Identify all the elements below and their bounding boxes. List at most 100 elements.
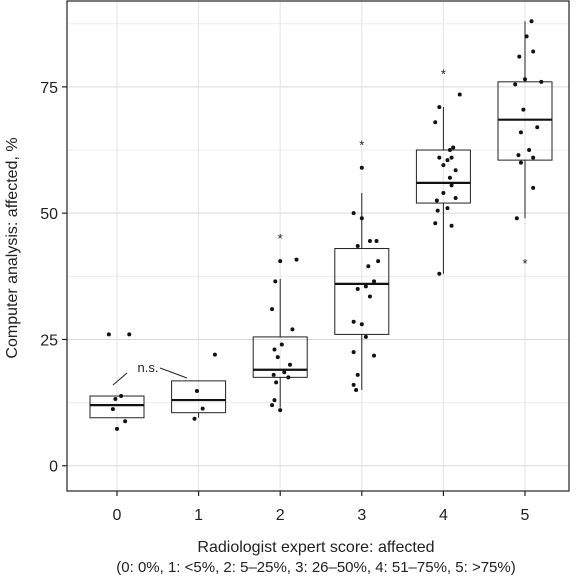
data-point: [354, 387, 359, 392]
data-point: [372, 353, 377, 358]
y-tick-label: 25: [40, 332, 58, 349]
data-point: [518, 130, 523, 135]
data-point: [374, 238, 379, 243]
data-point: [278, 259, 283, 264]
data-points: [106, 19, 544, 431]
annotation-layer: n.s.: [112, 360, 188, 386]
data-point: [517, 54, 522, 59]
y-tick-label: 75: [40, 80, 58, 97]
data-point: [531, 185, 536, 190]
data-point: [367, 238, 372, 243]
data-point: [359, 165, 364, 170]
data-point: [355, 286, 360, 291]
data-point: [447, 175, 452, 180]
data-point: [351, 382, 356, 387]
data-point: [445, 158, 450, 163]
data-point: [437, 105, 442, 110]
data-point: [457, 92, 462, 97]
data-point: [192, 416, 197, 421]
data-point: [514, 216, 519, 221]
x-tick-label: 0: [113, 507, 122, 524]
data-point: [290, 327, 295, 332]
data-point: [524, 34, 529, 39]
data-point: [113, 397, 118, 402]
box-iqr: [171, 380, 227, 414]
y-tick-label: 50: [40, 206, 58, 223]
data-point: [270, 403, 275, 408]
x-tick-label: 3: [357, 507, 366, 524]
y-axis-title: Computer analysis: affected, %: [4, 137, 21, 358]
data-point: [274, 380, 279, 385]
axis-layer: 0 25 50 75 0 1 2 3 4 5: [40, 80, 529, 524]
data-point: [359, 216, 364, 221]
data-point: [366, 264, 371, 269]
ns-line-left: [112, 372, 128, 386]
data-point: [271, 372, 276, 377]
data-point: [272, 398, 277, 403]
data-point: [279, 342, 284, 347]
data-point: [363, 334, 368, 339]
data-point: [106, 332, 111, 337]
x-tick-label: 2: [276, 507, 285, 524]
box-iqr: [89, 395, 145, 419]
x-tick-label: 5: [521, 507, 530, 524]
data-point: [447, 148, 452, 153]
data-point: [372, 279, 377, 284]
data-point: [433, 120, 438, 125]
outlier-marker: *: [441, 67, 446, 82]
data-point: [433, 221, 438, 226]
x-axis-title: Radiologist expert score: affected: [197, 539, 434, 556]
data-point: [127, 332, 132, 337]
data-point: [449, 155, 454, 160]
data-point: [359, 322, 364, 327]
data-point: [282, 370, 287, 375]
data-point: [294, 257, 299, 262]
box-iqr: [334, 248, 390, 335]
data-point: [200, 406, 205, 411]
data-point: [434, 198, 439, 203]
data-point: [531, 155, 536, 160]
data-point: [513, 82, 518, 87]
data-point: [115, 426, 119, 431]
ns-line-right: [159, 367, 188, 379]
data-point: [110, 407, 115, 412]
data-point: [363, 284, 368, 289]
data-point: [355, 244, 360, 248]
data-point: [449, 183, 454, 188]
data-point: [529, 19, 534, 24]
x-tick-label: 1: [194, 507, 203, 524]
data-point: [453, 168, 458, 173]
data-point: [194, 388, 199, 393]
ns-annotation: n.s.: [138, 360, 159, 375]
outlier-marker: *: [522, 256, 527, 271]
data-point: [351, 319, 356, 324]
data-point: [270, 307, 275, 312]
data-point: [287, 362, 292, 367]
data-point: [523, 77, 527, 82]
data-point: [437, 155, 442, 160]
data-point: [518, 160, 523, 165]
data-point: [539, 79, 544, 84]
data-point: [376, 259, 381, 264]
data-point: [445, 206, 450, 211]
data-point: [449, 223, 454, 228]
data-point: [441, 190, 446, 195]
x-axis-subtitle: (0: 0%, 1: <5%, 2: 5–25%, 3: 26–50%, 4: …: [116, 559, 515, 576]
y-tick-label: 0: [49, 459, 58, 476]
box-iqr: [252, 336, 308, 378]
data-point: [355, 372, 360, 377]
x-tick-label: 4: [439, 507, 448, 524]
data-point: [527, 148, 532, 153]
data-point: [516, 153, 521, 158]
data-point: [275, 355, 280, 360]
data-point: [367, 294, 372, 299]
data-point: [212, 352, 217, 357]
data-point: [351, 211, 356, 216]
box-iqr: [415, 149, 471, 204]
box-layer: * * * *: [89, 21, 553, 419]
data-point: [453, 196, 458, 201]
data-point: [286, 375, 291, 380]
data-point: [278, 408, 283, 413]
data-point: [531, 49, 536, 54]
